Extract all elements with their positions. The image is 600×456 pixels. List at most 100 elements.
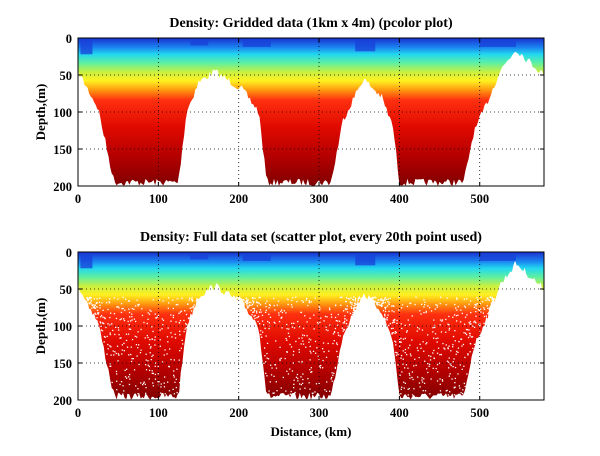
scatter-gap	[128, 354, 130, 356]
scatter-gap	[136, 336, 138, 338]
scatter-gap	[269, 381, 271, 383]
scatter-gap	[172, 316, 174, 319]
scatter-gap	[116, 380, 118, 382]
scatter-gap	[345, 309, 347, 311]
scatter-gap	[252, 297, 254, 300]
scatter-gap	[384, 308, 387, 310]
scatter-gap	[258, 311, 261, 313]
scatter-gap	[330, 378, 332, 380]
scatter-gap	[143, 321, 145, 324]
scatter-gap	[287, 303, 289, 306]
scatter-gap	[408, 372, 410, 375]
scatter-gap	[324, 389, 326, 391]
scatter-gap	[400, 354, 403, 357]
scatter-gap	[120, 303, 123, 305]
scatter-gap	[413, 388, 415, 390]
scatter-gap	[246, 302, 248, 305]
scatter-gap	[114, 351, 116, 353]
scatter-gap	[168, 302, 170, 304]
scatter-gap	[414, 358, 416, 360]
scatter-gap	[382, 301, 384, 303]
scatter-gap	[111, 381, 113, 384]
scatter-gap	[259, 323, 261, 325]
scatter-gap	[152, 299, 154, 301]
scatter-gap	[477, 299, 479, 301]
scatter-gap	[246, 304, 248, 306]
scatter-gap	[389, 323, 391, 325]
scatter-gap	[384, 301, 386, 304]
scatter-gap	[457, 347, 460, 349]
scatter-gap	[310, 301, 312, 303]
scatter-gap	[349, 301, 352, 303]
scatter-gap	[328, 350, 330, 352]
scatter-gap	[292, 354, 294, 356]
scatter-gap	[96, 317, 98, 319]
scatter-gap	[89, 298, 91, 300]
scatter-gap	[445, 344, 447, 346]
scatter-gap	[294, 391, 296, 394]
scatter-gap	[402, 338, 405, 340]
scatter-gap	[456, 298, 458, 300]
scatter-gap	[387, 314, 389, 316]
scatter-gap	[336, 343, 338, 346]
scatter-gap	[430, 355, 432, 358]
scatter-gap	[423, 312, 425, 314]
scatter-gap	[400, 357, 402, 359]
scatter-gap	[248, 301, 251, 303]
scatter-gap	[401, 304, 404, 306]
scatter-gap	[325, 356, 328, 358]
scatter-gap	[293, 379, 295, 381]
scatter-gap	[101, 302, 103, 304]
scatter-gap	[130, 346, 132, 348]
scatter-gap	[173, 374, 175, 376]
scatter-gap	[136, 355, 138, 357]
scatter-gap	[334, 367, 336, 369]
scatter-gap	[352, 307, 355, 309]
scatter-gap	[488, 311, 490, 314]
scatter-gap	[430, 310, 433, 312]
scatter-gap	[490, 296, 492, 298]
scatter-gap	[315, 352, 317, 354]
scatter-gap	[491, 301, 493, 303]
scatter-gap	[118, 334, 120, 336]
scatter-gap	[468, 322, 470, 324]
scatter-gap	[171, 336, 173, 338]
scatter-gap	[468, 303, 470, 305]
scatter-gap	[279, 359, 281, 362]
scatter-gap	[105, 302, 108, 304]
scatter-gap	[377, 303, 379, 306]
scatter-gap	[97, 313, 99, 315]
scatter-gap	[483, 308, 486, 310]
scatter-gap	[419, 343, 421, 345]
scatter-gap	[374, 300, 376, 303]
scatter-gap	[418, 328, 420, 330]
scatter-gap	[270, 374, 273, 376]
scatter-gap	[369, 297, 372, 299]
scatter-gap	[135, 305, 137, 307]
scatter-gap	[247, 299, 249, 301]
scatter-gap	[384, 297, 387, 299]
x-axis-label: Distance, (km)	[271, 424, 352, 439]
scatter-gap	[353, 305, 355, 307]
scatter-gap	[460, 338, 463, 340]
scatter-gap	[308, 301, 311, 303]
scatter-gap	[280, 317, 282, 319]
scatter-gap	[452, 346, 454, 348]
scatter-gap	[91, 304, 93, 307]
scatter-gap	[178, 312, 180, 315]
scatter-gap	[162, 324, 164, 326]
scatter-gap	[376, 303, 378, 305]
scatter-gap	[109, 316, 111, 319]
scatter-gap	[427, 363, 429, 365]
scatter-gap	[307, 378, 309, 380]
scatter-gap	[128, 308, 130, 310]
scatter-gap	[129, 378, 131, 380]
scatter-gap	[191, 298, 193, 301]
scatter-gap	[286, 339, 288, 341]
scatter-gap	[469, 323, 471, 325]
scatter-gap	[127, 320, 129, 323]
scatter-gap	[286, 370, 288, 372]
scatter-gap	[299, 388, 301, 390]
scatter-gap	[456, 350, 458, 353]
scatter-gap	[94, 307, 96, 309]
